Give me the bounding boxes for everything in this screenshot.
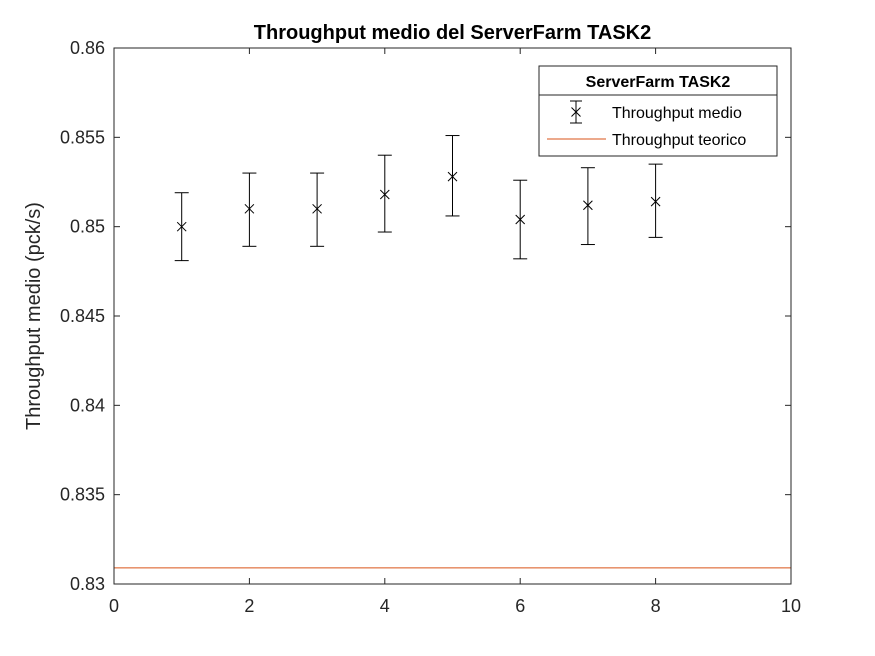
marker-x (650, 196, 661, 207)
errorbar-point (174, 192, 189, 262)
errorbar-point (513, 179, 528, 260)
series-layer (174, 135, 663, 262)
legend: ServerFarm TASK2 Throughput medio Throughp… (538, 65, 778, 157)
axes-layer: 0 2 4 6 8 10 0.83 0.835 0.84 0.845 0.85 0.855 0.86 (60, 38, 801, 616)
marker-x (447, 171, 458, 182)
marker-x (583, 200, 593, 211)
y-tick-label: 0.83 (70, 574, 105, 594)
chart-title: Throughput medio del ServerFarm TASK2 (254, 22, 651, 44)
errorbar-point (648, 163, 663, 238)
x-tick-label: 6 (515, 596, 525, 616)
y-tick-label: 0.85 (70, 217, 105, 237)
x-tick-label: 2 (244, 596, 254, 616)
errorbar-point (310, 172, 325, 247)
x-tick-label: 8 (651, 596, 661, 616)
marker-x (176, 221, 187, 232)
y-axis-label: Throughput medio (pck/s) (23, 202, 45, 430)
y-tick-label: 0.84 (70, 395, 105, 415)
y-tick-label: 0.86 (70, 38, 105, 58)
y-tick-label: 0.835 (60, 485, 105, 505)
errorbar-point (445, 135, 460, 217)
marker-x (244, 203, 255, 214)
legend-box (538, 65, 778, 157)
marker-x (515, 214, 526, 225)
legend-entry-label: Throughput medio (612, 105, 742, 122)
y-tick-label: 0.845 (60, 306, 105, 326)
x-tick-label: 4 (380, 596, 390, 616)
errorbar-point (377, 154, 392, 233)
legend-title: ServerFarm TASK2 (586, 74, 731, 91)
marker-x (379, 189, 390, 200)
errorbar-point (580, 167, 595, 246)
errorbar-point (242, 172, 257, 247)
marker-x (312, 203, 322, 214)
legend-entry-label: Throughput teorico (612, 132, 746, 149)
y-tick-label: 0.855 (60, 127, 105, 147)
legend-errorbar-icon (570, 100, 582, 124)
x-tick-label: 0 (109, 596, 119, 616)
x-tick-label: 10 (781, 596, 801, 616)
